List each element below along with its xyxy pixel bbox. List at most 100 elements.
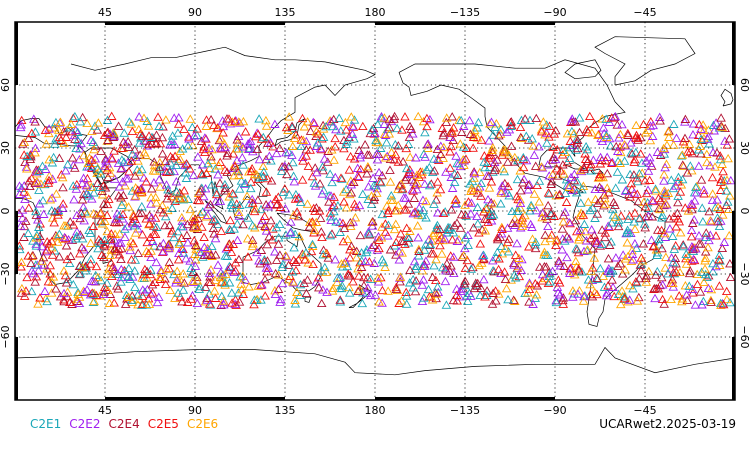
observation-triangle [256,295,266,304]
observation-triangle [396,229,406,238]
observation-triangle [638,239,649,248]
observation-triangle [249,206,260,216]
observation-triangle [647,131,658,140]
observation-triangle [668,267,679,277]
observation-triangle [714,221,725,231]
observation-triangle [275,297,285,306]
observation-triangle [492,155,502,164]
observation-triangle [308,203,319,213]
observation-triangle [120,224,130,233]
observation-triangle [442,228,452,237]
observation-triangle [711,231,721,240]
observation-triangle [275,143,285,153]
observation-triangle [284,189,295,199]
observation-triangle [723,197,733,206]
observation-triangle [710,162,720,171]
observation-triangle [442,258,452,268]
observation-triangle [376,177,386,187]
observation-triangle [27,128,37,137]
observation-triangle [448,252,459,261]
observation-triangle [589,253,600,262]
observation-triangle [645,158,656,167]
observation-triangle [210,293,221,302]
observation-triangle [463,240,473,249]
observation-triangle [369,195,379,204]
observation-triangle [367,125,377,134]
observation-triangle [613,261,623,270]
observation-triangle [138,285,148,294]
observation-triangle [72,226,82,236]
observation-triangle [67,153,78,162]
observation-triangle [452,236,463,245]
observation-triangle [188,170,199,180]
observation-triangle [721,186,732,195]
observation-triangle [358,121,368,131]
observation-triangle [33,299,43,308]
observation-triangle [314,282,324,292]
observation-triangle [230,161,240,171]
observation-triangle [122,221,133,231]
observation-triangle [476,178,486,188]
observation-triangle [59,232,70,242]
observation-triangle [484,136,494,145]
observation-triangle [110,174,120,183]
observation-triangle [392,206,402,215]
observation-triangle [164,263,175,273]
observation-triangle [150,277,160,286]
observation-triangle [491,296,501,305]
observation-triangle [592,236,602,245]
observation-triangle [403,139,414,148]
observation-triangle [50,139,60,148]
observation-triangle [413,232,423,242]
observation-triangle [408,208,419,218]
observation-triangle [135,150,145,159]
observation-triangle [454,234,464,244]
observation-triangle [638,119,649,129]
observation-triangle [15,122,26,132]
observation-triangle [564,153,575,163]
observation-triangle [424,180,435,190]
observation-triangle [508,295,519,304]
observation-triangle [301,136,312,146]
observation-triangle [691,188,702,197]
observation-triangle [231,144,242,153]
observation-triangle [680,117,690,126]
observation-triangle [414,172,424,181]
observation-triangle [297,175,308,184]
observation-triangle [469,173,479,182]
observation-triangle [656,225,667,235]
observation-triangle [194,195,205,205]
observation-triangle [405,152,415,161]
observation-triangle [78,202,89,211]
observation-triangle [383,220,394,229]
observation-triangle [260,291,270,300]
observation-triangle [613,146,623,155]
observation-triangle [613,221,624,231]
observation-triangle [579,219,590,228]
observation-triangle [207,241,217,251]
observation-triangle [126,119,137,128]
observation-triangle [337,174,347,183]
observation-triangle [659,144,670,154]
observation-triangle [173,254,184,264]
observation-triangle [644,152,655,162]
observation-triangle [660,190,671,200]
observation-triangle [610,183,621,192]
observation-triangle [73,127,83,136]
observation-triangle [214,161,224,170]
observation-triangle [551,297,562,307]
observation-triangle [198,170,208,179]
observation-triangle [291,189,301,199]
observation-triangle [620,186,631,195]
observation-triangle [506,117,517,126]
observation-triangle [547,230,557,239]
observation-triangle [700,253,711,262]
frame-tick-bars [15,22,735,400]
observation-triangle [44,171,55,180]
observation-triangle [321,267,332,276]
observation-triangle [225,262,236,272]
observation-triangle [44,154,54,164]
observation-triangle [221,244,232,253]
observation-triangle [276,166,287,175]
observation-triangle [510,214,520,223]
